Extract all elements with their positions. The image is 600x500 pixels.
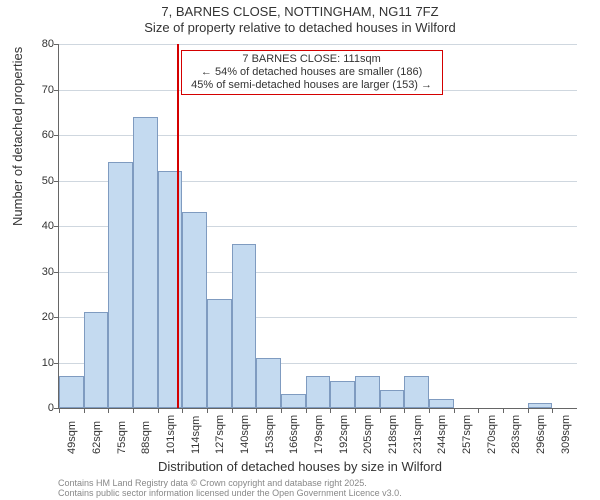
y-tick-label: 30 (30, 266, 54, 278)
grid-line (59, 44, 577, 45)
y-tick (54, 226, 59, 227)
x-tick (108, 408, 109, 413)
histogram-bar (59, 376, 84, 408)
histogram-bar (330, 381, 355, 408)
x-tick (330, 408, 331, 413)
x-tick-label: 257sqm (461, 415, 473, 454)
y-tick-label: 50 (30, 175, 54, 187)
x-tick (478, 408, 479, 413)
x-tick (429, 408, 430, 413)
histogram-bar (281, 394, 306, 408)
annotation-line: 7 BARNES CLOSE: 111sqm (188, 53, 436, 66)
x-tick-label: 127sqm (214, 415, 226, 454)
histogram-bar (256, 358, 281, 408)
annotation-line: 45% of semi-detached houses are larger (… (188, 79, 436, 92)
x-tick-label: 309sqm (560, 415, 572, 454)
y-tick-label: 40 (30, 220, 54, 232)
y-tick (54, 272, 59, 273)
y-tick-label: 0 (30, 402, 54, 414)
y-tick-label: 10 (30, 357, 54, 369)
histogram-bar (528, 403, 553, 408)
x-tick-label: 218sqm (387, 415, 399, 454)
x-tick-label: 296sqm (535, 415, 547, 454)
x-tick (59, 408, 60, 413)
x-tick-label: 192sqm (338, 415, 350, 454)
x-tick (158, 408, 159, 413)
title-line-1: 7, BARNES CLOSE, NOTTINGHAM, NG11 7FZ (0, 4, 600, 20)
y-tick-label: 20 (30, 311, 54, 323)
histogram-bar (133, 117, 158, 408)
title-line-2: Size of property relative to detached ho… (0, 20, 600, 36)
x-tick-label: 75sqm (116, 421, 128, 454)
x-tick (528, 408, 529, 413)
x-tick (380, 408, 381, 413)
y-tick-label: 60 (30, 129, 54, 141)
histogram-bar (404, 376, 429, 408)
x-tick-label: 231sqm (412, 415, 424, 454)
y-axis-title: Number of detached properties (10, 47, 25, 226)
x-tick-label: 283sqm (510, 415, 522, 454)
histogram-bar (232, 244, 257, 408)
x-tick-label: 205sqm (362, 415, 374, 454)
x-tick-label: 244sqm (436, 415, 448, 454)
y-tick-label: 80 (30, 38, 54, 50)
x-tick (182, 408, 183, 413)
histogram-bar (306, 376, 331, 408)
x-tick (503, 408, 504, 413)
x-tick-label: 88sqm (140, 421, 152, 454)
credits-line-2: Contains public sector information licen… (58, 488, 402, 498)
y-tick (54, 90, 59, 91)
credits: Contains HM Land Registry data © Crown c… (58, 478, 402, 498)
x-tick (232, 408, 233, 413)
chart-container: 7, BARNES CLOSE, NOTTINGHAM, NG11 7FZ Si… (0, 0, 600, 500)
x-tick (404, 408, 405, 413)
x-tick-label: 49sqm (66, 421, 78, 454)
x-tick (84, 408, 85, 413)
histogram-bar (429, 399, 454, 408)
x-tick-label: 179sqm (313, 415, 325, 454)
x-tick (256, 408, 257, 413)
x-tick-label: 62sqm (91, 421, 103, 454)
x-tick (306, 408, 307, 413)
histogram-bar (207, 299, 232, 408)
x-tick-label: 153sqm (264, 415, 276, 454)
x-tick-label: 114sqm (190, 416, 202, 454)
reference-annotation: 7 BARNES CLOSE: 111sqm← 54% of detached … (181, 50, 443, 95)
x-tick (552, 408, 553, 413)
x-tick (207, 408, 208, 413)
histogram-bar (158, 171, 183, 408)
histogram-bar (355, 376, 380, 408)
histogram-bar (380, 390, 405, 408)
x-tick (454, 408, 455, 413)
histogram-bar (182, 212, 207, 408)
y-tick (54, 135, 59, 136)
histogram-bar (84, 312, 109, 408)
y-tick (54, 317, 59, 318)
x-tick-label: 166sqm (288, 415, 300, 454)
y-tick-label: 70 (30, 84, 54, 96)
x-tick (133, 408, 134, 413)
annotation-line: ← 54% of detached houses are smaller (18… (188, 66, 436, 79)
y-tick (54, 363, 59, 364)
plot-area: 7 BARNES CLOSE: 111sqm← 54% of detached … (58, 44, 577, 409)
x-tick-label: 270sqm (486, 415, 498, 454)
x-tick (355, 408, 356, 413)
y-tick (54, 181, 59, 182)
x-tick-label: 140sqm (239, 415, 251, 454)
chart-title: 7, BARNES CLOSE, NOTTINGHAM, NG11 7FZ Si… (0, 4, 600, 36)
x-tick (281, 408, 282, 413)
x-axis-title: Distribution of detached houses by size … (0, 459, 600, 474)
histogram-bar (108, 162, 133, 408)
credits-line-1: Contains HM Land Registry data © Crown c… (58, 478, 402, 488)
x-tick-label: 101sqm (165, 415, 177, 454)
y-tick (54, 44, 59, 45)
reference-line (177, 44, 179, 408)
